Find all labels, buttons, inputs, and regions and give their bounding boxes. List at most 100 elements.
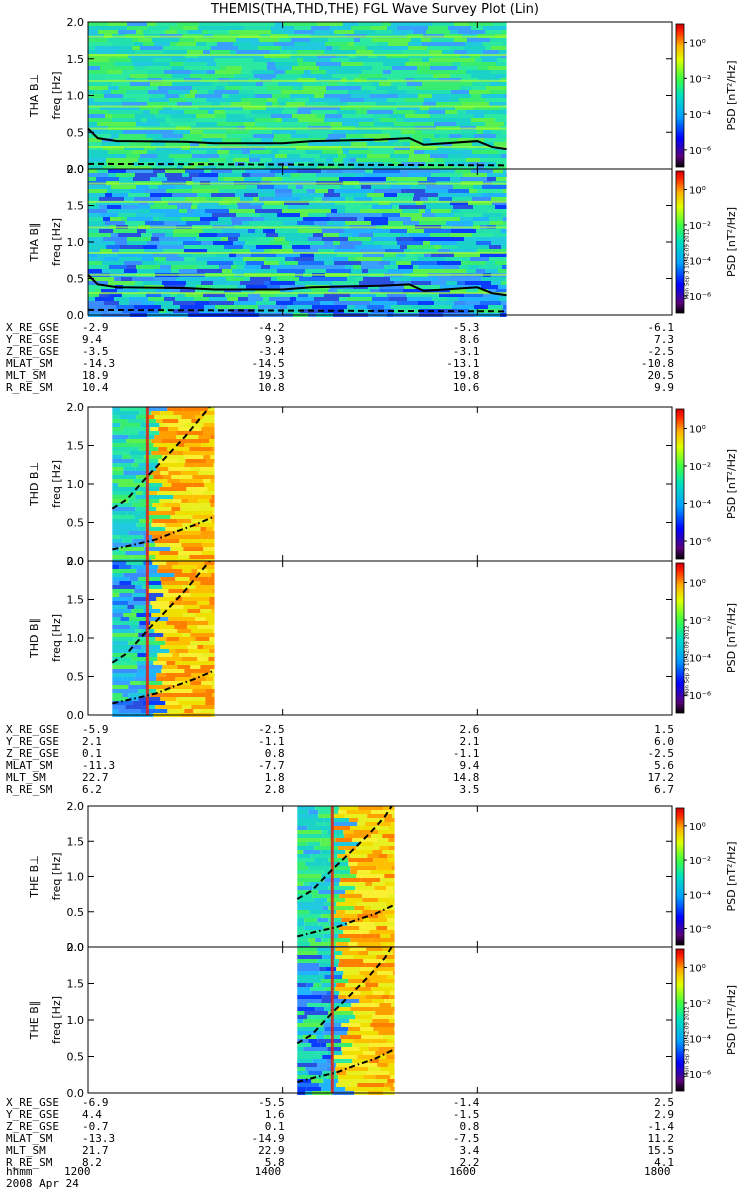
ephemeris-row: MLT_SM 21.7 22.9 3.4 15.5 (6, 1145, 746, 1157)
ephemeris-value: -3.5 (82, 345, 109, 358)
ephemeris-name: X_RE_GSE (6, 723, 59, 736)
ephemeris-value: -3.4 (258, 345, 285, 358)
time-axis-label: hhmm (6, 1165, 33, 1178)
ephemeris-value: -0.7 (82, 1120, 109, 1133)
colorbar-tick-label: 10⁰ (689, 425, 706, 436)
ephemeris-value: 4.4 (82, 1108, 102, 1121)
colorbar-tick-label: 10⁻² (689, 221, 711, 232)
colorbar: 10⁰ 10⁻² 10⁻⁴ 10⁻⁶ PSD [nT²/Hz] Mon Sep 3 10:… (675, 170, 738, 314)
overlay-line-dashed (296, 805, 393, 900)
colorbar: 10⁰ 10⁻² 10⁻⁴ 10⁻⁶ PSD [nT²/Hz] (675, 23, 738, 168)
ephemeris-name: Y_RE_GSE (6, 333, 59, 346)
ephemeris-value: 0.8 (459, 1120, 480, 1133)
ephemeris-value: -3.1 (452, 345, 480, 358)
y-tick-label: 1.5 (67, 200, 85, 213)
panel-label: THE B⊥ (28, 855, 41, 899)
timestamp-stamp: Mon Sep 3 10:42:09 2012 (685, 228, 691, 299)
colorbar: 10⁰ 10⁻² 10⁻⁴ 10⁻⁶ PSD [nT²/Hz] Mon Sep 3 10:… (675, 948, 738, 1092)
plot-title: THEMIS(THA,THD,THE) FGL Wave Survey Plot… (210, 2, 539, 17)
overlay-line-dashed (111, 406, 211, 510)
y-tick-label: 0.0 (67, 709, 85, 722)
y-tick-label: 2.0 (67, 401, 85, 414)
ephemeris-value: -1.4 (647, 1120, 675, 1133)
ephemeris-value: -14.5 (251, 357, 285, 370)
y-tick-label: 0.5 (67, 517, 85, 530)
panel-label: THA B∥ (28, 222, 41, 262)
overlay-line-dashdot (297, 903, 396, 938)
ephemeris-value: 22.9 (258, 1144, 285, 1157)
y-tick-label: 0.5 (67, 1051, 85, 1064)
colorbar: 10⁰ 10⁻² 10⁻⁴ 10⁻⁶ PSD [nT²/Hz] Mon Sep 3 10:… (675, 562, 738, 714)
ephemeris-value: -7.7 (258, 759, 285, 772)
y-tick-label: 1.0 (67, 871, 85, 884)
ephemeris-value: -1.5 (452, 1108, 480, 1121)
colorbar: 10⁰ 10⁻² 10⁻⁴ 10⁻⁶ PSD [nT²/Hz] (675, 408, 738, 560)
ephemeris-value: -14.3 (82, 357, 116, 370)
colorbar-tick-label: 10⁻⁴ (689, 1034, 711, 1045)
colorbar-tick-label: 10⁻⁴ (689, 500, 711, 511)
ephemeris-name: Y_RE_GSE (6, 1108, 59, 1121)
ephemeris-value: 22.7 (82, 771, 109, 784)
ephemeris-row: R_RE_SM 8.2 5.8 2.2 4.1 (6, 1157, 746, 1169)
colorbar-tick-label: 10⁻⁶ (689, 537, 711, 548)
ephemeris-value: 1.6 (264, 1108, 285, 1121)
ephemeris-value: 9.3 (264, 333, 285, 346)
colorbar-label: PSD [nT²/Hz] (725, 449, 738, 519)
spectrogram-the-bpar (297, 947, 395, 1095)
y-tick-label: 1.0 (67, 90, 85, 103)
ephemeris-value: -6.1 (647, 321, 675, 334)
y-axis-label: freq [Hz] (50, 996, 63, 1044)
ephemeris-value: -2.5 (647, 747, 675, 760)
ephemeris-value: 20.5 (647, 369, 675, 382)
colorbar-label: PSD [nT²/Hz] (725, 207, 738, 277)
y-tick-label: 0.0 (67, 163, 85, 176)
colorbar-tick-label: 10⁻² (689, 462, 711, 473)
ephemeris-value: 3.5 (459, 783, 480, 796)
ephemeris-row: MLAT_SM -11.3 -7.7 9.4 5.6 (6, 760, 746, 772)
y-tick-label: 0.5 (67, 671, 85, 684)
y-tick-label: 1.5 (67, 594, 85, 607)
date-label: 2008 Apr 24 (6, 1177, 79, 1190)
y-tick-label: 0.0 (67, 941, 85, 954)
ephemeris-value: 8.2 (82, 1156, 102, 1169)
ephemeris-row: R_RE_SM 10.4 10.8 10.6 9.9 (6, 382, 746, 394)
panel-tha-bperp: 0.0 0.5 1.0 1.5 2.0 THA B⊥ freq [Hz] 10⁰ 10⁻² 10⁻… (28, 16, 738, 176)
ephemeris-value: 19.8 (452, 369, 480, 382)
overlay-line-dashdot (297, 1048, 396, 1084)
y-axis-label: freq [Hz] (50, 460, 63, 508)
y-tick-label: 1.0 (67, 632, 85, 645)
colorbar-label: PSD [nT²/Hz] (725, 60, 738, 130)
ephemeris-value: -5.5 (258, 1096, 285, 1109)
panel-tha-bpar: 0.0 0.5 1.0 1.5 2.0 THA B∥ freq [Hz] 10⁰ 10⁻² 10⁻… (28, 163, 738, 322)
time-tick-label: 1200 (64, 1165, 91, 1178)
panel-label: THA B⊥ (28, 74, 41, 118)
ephemeris-value: 2.6 (459, 723, 480, 736)
ephemeris-value: -2.9 (82, 321, 109, 334)
ephemeris-row: Y_RE_GSE 9.4 9.3 8.6 7.3 (6, 334, 746, 346)
ephemeris-value: 2.1 (459, 735, 480, 748)
ephemeris-value: 10.4 (82, 381, 109, 394)
y-tick-label: 2.0 (67, 163, 85, 176)
colorbar-tick-label: 10⁻⁴ (689, 110, 711, 121)
timestamp-stamp: Mon Sep 3 10:42:09 2012 (685, 626, 691, 697)
colorbar-label: PSD [nT²/Hz] (725, 603, 738, 673)
spectrogram-tha-bperp (88, 22, 507, 170)
y-tick-label: 1.5 (67, 978, 85, 991)
ephemeris-value: -13.3 (82, 1132, 116, 1145)
ephemeris-value: -6.9 (82, 1096, 109, 1109)
overlay-line-solid (87, 127, 507, 151)
ephemeris-value: 2.1 (82, 735, 102, 748)
time-tick-label: 1400 (254, 1165, 282, 1178)
ephemeris-value: 18.9 (82, 369, 109, 382)
y-tick-label: 1.0 (67, 236, 85, 249)
colorbar-tick-label: 10⁻⁶ (689, 146, 711, 157)
ephemeris-value: 0.1 (264, 1120, 285, 1133)
spectrogram-tha-bpar (88, 169, 507, 317)
ephemeris-value: -1.1 (258, 735, 285, 748)
ephemeris-name: R_RE_SM (6, 381, 53, 394)
ephemeris-value: 10.8 (258, 381, 285, 394)
colorbar-tick-label: 10⁻⁶ (689, 292, 711, 303)
ephemeris-value: 21.7 (82, 1144, 109, 1157)
ephemeris-row: R_RE_SM 6.2 2.8 3.5 6.7 (6, 784, 746, 796)
